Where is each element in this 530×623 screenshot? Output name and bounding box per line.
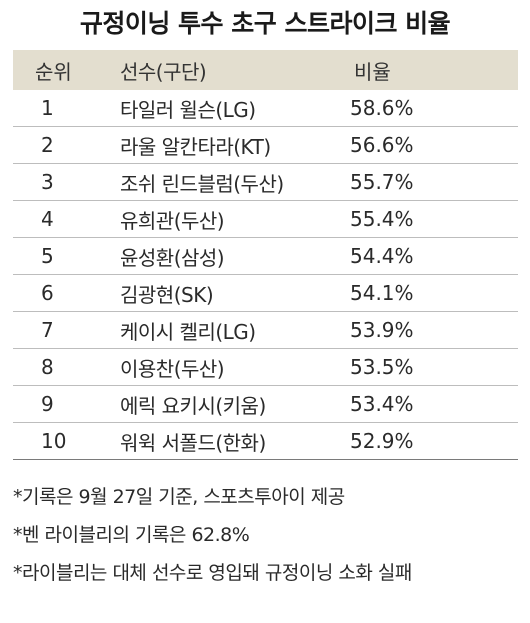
table-row: 4 유희관(두산) 55.4%	[13, 201, 518, 238]
player-cell: 조쉬 린드블럼(두산)	[120, 171, 284, 196]
rank-cell: 7	[41, 318, 54, 342]
rank-cell: 10	[41, 429, 67, 453]
ratio-cell: 53.4%	[350, 392, 414, 416]
footnote: *벤 라이블리의 기록은 62.8%	[13, 524, 250, 546]
footnotes: *기록은 9월 27일 기준, 스포츠투아이 제공 *벤 라이블리의 기록은 6…	[13, 478, 523, 592]
player-cell: 케이시 켈리(LG)	[120, 319, 256, 344]
table-row: 3 조쉬 린드블럼(두산) 55.7%	[13, 164, 518, 201]
rank-cell: 9	[41, 392, 54, 416]
rank-cell: 8	[41, 355, 54, 379]
player-cell: 워윅 서폴드(한화)	[120, 430, 266, 455]
header-player: 선수(구단)	[120, 59, 207, 84]
ratio-cell: 55.4%	[350, 207, 414, 231]
table-header-row: 순위 선수(구단) 비율	[13, 50, 518, 90]
rank-cell: 5	[41, 244, 54, 268]
table-row: 2 라울 알칸타라(KT) 56.6%	[13, 127, 518, 164]
ratio-cell: 53.5%	[350, 355, 414, 379]
ranking-table: 순위 선수(구단) 비율 1 타일러 윌슨(LG) 58.6% 2 라울 알칸타라(KT…	[13, 50, 518, 460]
footnote: *기록은 9월 27일 기준, 스포츠투아이 제공	[13, 486, 345, 508]
ratio-cell: 55.7%	[350, 170, 414, 194]
player-cell: 김광현(SK)	[120, 282, 214, 307]
table-row: 1 타일러 윌슨(LG) 58.6%	[13, 90, 518, 127]
ratio-cell: 54.1%	[350, 281, 414, 305]
header-rank: 순위	[35, 59, 72, 84]
table-row: 9 에릭 요키시(키움) 53.4%	[13, 386, 518, 423]
table-row: 7 케이시 켈리(LG) 53.9%	[13, 312, 518, 349]
table-body: 1 타일러 윌슨(LG) 58.6% 2 라울 알칸타라(KT) 56.6% 3 조쉬 린드블…	[13, 90, 518, 460]
rank-cell: 3	[41, 170, 54, 194]
player-cell: 라울 알칸타라(KT)	[120, 134, 271, 159]
ratio-cell: 56.6%	[350, 133, 414, 157]
player-cell: 타일러 윌슨(LG)	[120, 97, 256, 122]
rank-cell: 1	[41, 96, 54, 120]
table-row: 6 김광현(SK) 54.1%	[13, 275, 518, 312]
footnote: *라이블리는 대체 선수로 영입돼 규정이닝 소화 실패	[13, 562, 412, 584]
ratio-cell: 52.9%	[350, 429, 414, 453]
rank-cell: 2	[41, 133, 54, 157]
table-row: 8 이용찬(두산) 53.5%	[13, 349, 518, 386]
player-cell: 유희관(두산)	[120, 208, 225, 233]
rank-cell: 6	[41, 281, 54, 305]
table-row: 10 워윅 서폴드(한화) 52.9%	[13, 423, 518, 460]
player-cell: 이용찬(두산)	[120, 356, 225, 381]
player-cell: 에릭 요키시(키움)	[120, 393, 266, 418]
ratio-cell: 58.6%	[350, 96, 414, 120]
table-row: 5 윤성환(삼성) 54.4%	[13, 238, 518, 275]
rank-cell: 4	[41, 207, 54, 231]
header-ratio: 비율	[354, 59, 391, 84]
ratio-cell: 53.9%	[350, 318, 414, 342]
page-title: 규정이닝 투수 초구 스트라이크 비율	[79, 9, 451, 38]
ratio-cell: 54.4%	[350, 244, 414, 268]
player-cell: 윤성환(삼성)	[120, 245, 225, 270]
